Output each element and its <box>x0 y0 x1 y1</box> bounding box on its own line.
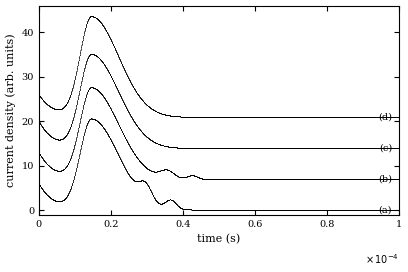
Y-axis label: current density (arb. units): current density (arb. units) <box>6 33 16 187</box>
Text: (c): (c) <box>379 144 392 153</box>
Text: (b): (b) <box>378 175 392 184</box>
Text: $\times\,10^{-4}$: $\times\,10^{-4}$ <box>366 253 399 267</box>
Text: (a): (a) <box>379 205 392 214</box>
X-axis label: time (s): time (s) <box>197 234 241 245</box>
Text: (d): (d) <box>378 112 392 121</box>
